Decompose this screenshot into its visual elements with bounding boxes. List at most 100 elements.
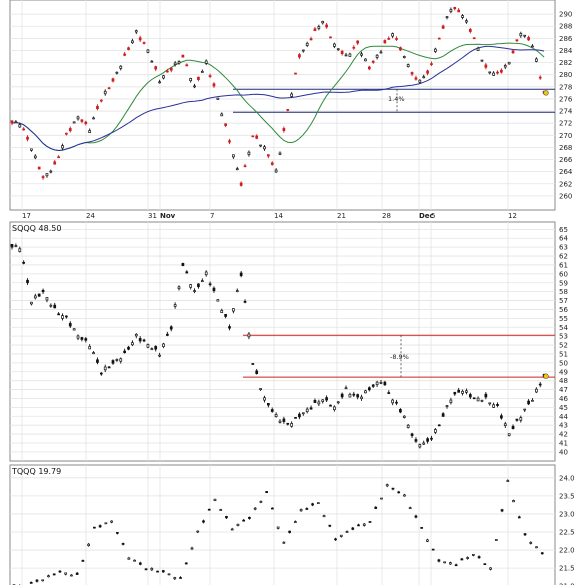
- candle-body: [80, 337, 84, 340]
- candle-body: [144, 568, 148, 571]
- candle-body: [305, 408, 309, 413]
- y-tick-label: 43: [559, 422, 568, 430]
- y-tick-label: 272: [559, 120, 572, 128]
- candle-body: [430, 63, 433, 65]
- candle-body: [96, 359, 99, 363]
- candle-body: [449, 9, 453, 12]
- candle-body: [150, 348, 154, 351]
- grid-layer: [10, 0, 555, 585]
- candle-body: [47, 575, 50, 578]
- candle-body: [480, 399, 484, 402]
- candle-body: [162, 343, 165, 347]
- candle-body: [84, 338, 88, 341]
- x-tick-label: 14: [274, 212, 283, 220]
- x-tick-label: Nov: [160, 212, 176, 220]
- candle-body: [282, 418, 286, 422]
- y-tick-label: 40: [559, 448, 568, 456]
- y-tick-label: 65: [559, 226, 568, 234]
- candle-body: [259, 388, 262, 390]
- panel-2-title: SQQQ 48.50: [12, 224, 61, 233]
- candle-body: [193, 85, 196, 88]
- candle-body: [70, 574, 73, 577]
- candle-body: [523, 408, 527, 411]
- candle-body: [329, 404, 332, 407]
- y-tick-label: 280: [559, 71, 572, 79]
- candle-body: [41, 176, 45, 179]
- candle-body: [351, 527, 355, 530]
- y-tick-label: 52: [559, 342, 568, 350]
- candle-body: [166, 333, 169, 336]
- candle-body: [131, 342, 134, 346]
- candle-body: [200, 71, 204, 73]
- candle-body: [531, 399, 534, 402]
- candle-body: [301, 412, 305, 415]
- candle-body: [247, 151, 251, 155]
- candle-layer: [10, 6, 549, 585]
- panel-3-frame: [9, 464, 556, 585]
- candle-body: [387, 38, 391, 40]
- candle-body: [173, 577, 177, 580]
- candle-body: [266, 402, 270, 406]
- candle-body: [278, 152, 282, 155]
- candle-body: [534, 58, 538, 62]
- candle-body: [431, 548, 435, 551]
- candle-body: [41, 289, 45, 293]
- candle-body: [496, 71, 499, 74]
- candle-body: [230, 528, 234, 531]
- y-tick-label: 290: [559, 11, 572, 19]
- y-tick-label: 54: [559, 324, 568, 332]
- candle-body: [219, 509, 223, 511]
- candle-body: [115, 359, 119, 361]
- candle-body: [305, 508, 309, 510]
- candle-body: [496, 404, 499, 406]
- y-tick-label: 260: [559, 192, 572, 200]
- y-tick-label: 24.0: [559, 474, 575, 482]
- candle-body: [374, 506, 378, 509]
- candle-body: [316, 502, 320, 505]
- candle-body: [454, 564, 458, 567]
- candle-body: [391, 33, 394, 37]
- candle-body: [317, 26, 321, 29]
- candle-body: [14, 121, 18, 124]
- candle-body: [309, 38, 313, 41]
- candle-body: [434, 429, 437, 433]
- candle-body: [397, 491, 401, 494]
- candle-body: [457, 389, 461, 393]
- candle-body: [488, 71, 492, 74]
- candle-body: [352, 393, 356, 396]
- y-tick-label: 282: [559, 59, 572, 67]
- candle-body: [418, 444, 422, 448]
- candle-body: [403, 494, 406, 497]
- candle-body: [441, 413, 445, 417]
- candle-body: [540, 552, 544, 555]
- candle-body: [88, 130, 92, 133]
- candle-body: [134, 30, 138, 33]
- candle-body: [265, 491, 268, 494]
- candle-body: [251, 363, 255, 365]
- candle-body: [364, 390, 367, 394]
- candle-body: [179, 577, 182, 579]
- candle-body: [430, 437, 433, 440]
- candle-body: [492, 404, 495, 408]
- candle-body: [76, 335, 80, 339]
- candle-body: [243, 165, 247, 168]
- candle-body: [150, 568, 154, 571]
- candle-body: [535, 546, 538, 549]
- candle-body: [10, 243, 14, 248]
- candle-body: [253, 507, 257, 510]
- candle-body: [247, 333, 251, 338]
- candle-body: [127, 557, 131, 560]
- candle-body: [154, 66, 158, 70]
- candle-body: [81, 560, 85, 562]
- candle-body: [255, 135, 259, 139]
- x-tick-label: 28: [382, 212, 391, 220]
- candle-body: [193, 290, 196, 292]
- y-tick-label: 60: [559, 270, 568, 278]
- candle-body: [500, 69, 503, 73]
- moving-average-layer: [11, 42, 545, 152]
- y-tick-label: 21.5: [559, 565, 575, 573]
- candle-body: [154, 345, 158, 350]
- candle-body: [169, 326, 173, 330]
- candle-body: [123, 53, 126, 56]
- candle-body: [375, 54, 379, 58]
